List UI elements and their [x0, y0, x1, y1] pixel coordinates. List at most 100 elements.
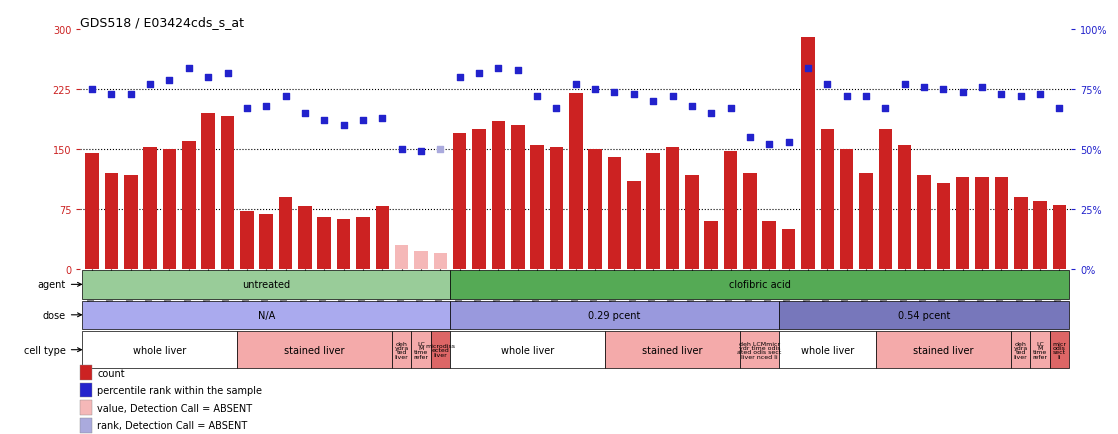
Bar	[530, 146, 543, 269]
Point	[451, 75, 468, 82]
Text: percentile rank within the sample: percentile rank within the sample	[97, 385, 263, 395]
Text: 0.29 pcent: 0.29 pcent	[588, 310, 641, 320]
Point	[1051, 105, 1069, 112]
Text: stained liver: stained liver	[284, 345, 344, 355]
Bar	[975, 178, 988, 269]
Bar	[395, 245, 408, 269]
Point	[993, 91, 1011, 98]
Bar	[83, 332, 237, 368]
Bar	[299, 207, 312, 269]
Point	[122, 91, 140, 98]
Text: whole liver: whole liver	[800, 345, 854, 355]
Bar	[1014, 197, 1027, 269]
Text: LC
M
time
refer: LC M time refer	[1033, 341, 1048, 359]
Point	[548, 105, 566, 112]
Text: rank, Detection Call = ABSENT: rank, Detection Call = ABSENT	[97, 420, 247, 430]
Bar	[779, 332, 875, 368]
Bar	[85, 154, 98, 269]
Bar	[492, 122, 505, 269]
Text: value, Detection Call = ABSENT: value, Detection Call = ABSENT	[97, 403, 253, 413]
Point	[180, 65, 198, 72]
Bar	[821, 130, 834, 269]
Point	[760, 141, 778, 148]
Bar	[80, 365, 93, 380]
Point	[490, 65, 508, 72]
Bar	[608, 158, 622, 269]
Point	[238, 105, 256, 112]
Bar	[472, 130, 486, 269]
Point	[818, 82, 836, 89]
Text: stained liver: stained liver	[642, 345, 703, 355]
Point	[1031, 91, 1049, 98]
Bar	[182, 142, 196, 269]
Bar	[917, 176, 931, 269]
Text: micr
odis
sect
li: micr odis sect li	[1052, 341, 1067, 359]
Text: GDS518 / E03424cds_s_at: GDS518 / E03424cds_s_at	[80, 16, 245, 29]
Point	[1012, 94, 1030, 101]
Bar	[259, 215, 273, 269]
Text: deh LCMmicr
ydr time odis
ated odis sect
liver nced li: deh LCMmicr ydr time odis ated odis sect…	[738, 341, 781, 359]
Bar	[1033, 201, 1046, 269]
Text: LC
M
time
refer: LC M time refer	[414, 341, 428, 359]
Point	[334, 122, 352, 129]
Text: cell type: cell type	[23, 345, 66, 355]
Bar	[898, 146, 911, 269]
Bar	[337, 220, 350, 269]
Text: count: count	[97, 368, 125, 378]
Point	[199, 75, 217, 82]
Point	[354, 118, 372, 125]
Text: whole liver: whole liver	[501, 345, 555, 355]
Point	[644, 99, 662, 105]
Bar	[550, 147, 563, 269]
Point	[315, 118, 333, 125]
Bar	[840, 150, 853, 269]
Point	[509, 67, 527, 75]
Bar	[278, 197, 292, 269]
Point	[296, 110, 314, 117]
Point	[219, 70, 237, 77]
Bar	[511, 126, 524, 269]
Point	[528, 94, 546, 101]
Bar	[163, 150, 177, 269]
Bar	[646, 154, 660, 269]
Bar	[956, 178, 969, 269]
Bar	[80, 401, 93, 415]
Bar	[875, 332, 1011, 368]
Point	[141, 82, 159, 89]
Bar	[451, 332, 605, 368]
Text: N/A: N/A	[257, 310, 275, 320]
Text: agent: agent	[37, 280, 66, 289]
Text: 0.54 pcent: 0.54 pcent	[898, 310, 950, 320]
Bar	[995, 178, 1008, 269]
Point	[83, 87, 101, 94]
Point	[625, 91, 643, 98]
Point	[470, 70, 487, 77]
Bar	[723, 151, 737, 269]
Bar	[80, 383, 93, 398]
Bar	[318, 217, 331, 269]
Text: deh
ydra
ted
liver: deh ydra ted liver	[395, 341, 409, 359]
Bar	[105, 174, 119, 269]
Point	[721, 105, 739, 112]
Bar	[430, 332, 451, 368]
Bar	[1031, 332, 1050, 368]
Bar	[220, 116, 235, 269]
Point	[606, 89, 624, 96]
Bar	[376, 207, 389, 269]
Text: dose: dose	[42, 310, 66, 320]
Bar	[605, 332, 740, 368]
Bar	[779, 301, 1069, 329]
Text: microdiss
ected
liver: microdiss ected liver	[425, 343, 455, 357]
Bar	[83, 301, 451, 329]
Point	[935, 87, 953, 94]
Text: whole liver: whole liver	[133, 345, 187, 355]
Bar	[451, 301, 779, 329]
Point	[161, 77, 179, 84]
Point	[683, 103, 701, 110]
Point	[837, 94, 855, 101]
Bar	[392, 332, 411, 368]
Bar	[627, 181, 641, 269]
Point	[858, 94, 875, 101]
Point	[973, 84, 991, 91]
Point	[392, 146, 410, 153]
